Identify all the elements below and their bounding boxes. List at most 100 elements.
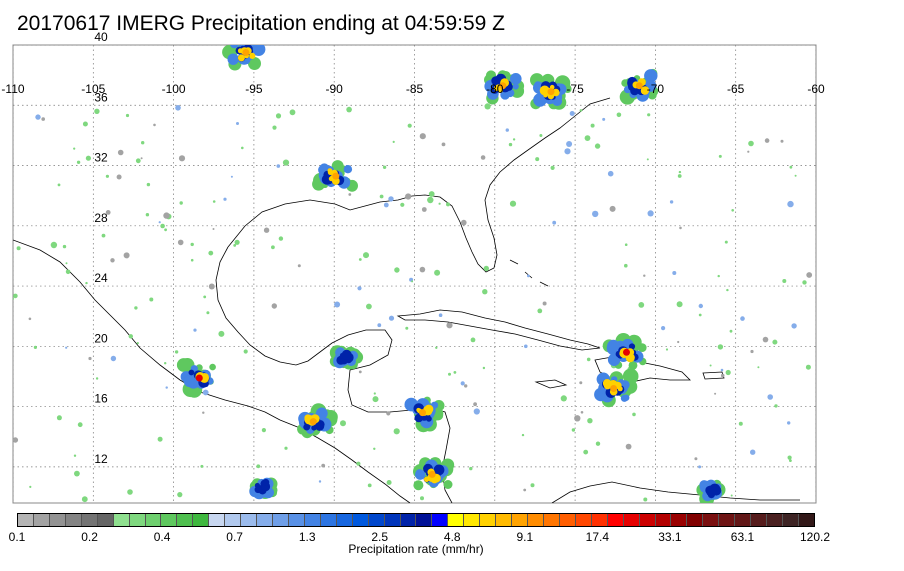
longitude-label: -80 xyxy=(486,82,504,96)
light-rain-cell xyxy=(372,396,379,403)
rain-intense xyxy=(304,414,312,422)
light-rain-cell xyxy=(340,420,346,427)
light-rain-cell xyxy=(386,480,392,485)
light-rain-cell xyxy=(411,280,414,283)
longitude-label: -95 xyxy=(245,82,263,96)
light-rain-cell xyxy=(762,336,769,343)
light-rain-cell xyxy=(202,411,205,414)
light-rain-cell xyxy=(271,303,277,309)
light-rain-cell xyxy=(13,293,18,299)
colorbar-tick-label: 0.4 xyxy=(153,530,171,544)
rain-moderate xyxy=(252,45,266,56)
light-rain-cell xyxy=(13,297,15,300)
rain-intense xyxy=(249,52,256,60)
latitude-label: 32 xyxy=(94,151,108,165)
longitude-label: -70 xyxy=(647,82,665,96)
light-rain-cell xyxy=(193,328,197,332)
light-rain-cell xyxy=(334,301,341,308)
light-rain-cell xyxy=(241,146,244,150)
light-rain-cell xyxy=(435,346,438,349)
light-rain-cell xyxy=(420,496,424,501)
light-rain-cell xyxy=(289,109,296,116)
nicaragua-storm-core xyxy=(428,470,436,478)
colorbar-segment xyxy=(543,514,560,526)
light-rain-cell xyxy=(787,421,791,425)
colorbar-segment xyxy=(798,514,814,526)
rain-moderate xyxy=(230,45,239,49)
colorbar-segment xyxy=(400,514,417,526)
colorbar-segment xyxy=(257,514,273,526)
rain-heavy xyxy=(262,478,270,486)
light-rain-cell xyxy=(805,364,811,370)
light-rain-cell xyxy=(731,209,734,212)
rain-moderate xyxy=(510,73,522,85)
light-rain-cell xyxy=(564,148,571,155)
longitude-label: -60 xyxy=(807,82,825,96)
light-rain-cell xyxy=(579,109,583,112)
rain-fringe xyxy=(226,36,234,44)
light-rain-cell xyxy=(164,362,167,365)
rain-heavy xyxy=(254,486,262,494)
colorbar-segment xyxy=(655,514,672,526)
light-rain-cell xyxy=(165,386,168,389)
light-rain-cell xyxy=(730,494,733,497)
light-rain-cell xyxy=(200,464,204,468)
light-rain-cell xyxy=(676,301,683,308)
light-rain-cell xyxy=(356,461,361,466)
rain-moderate xyxy=(415,469,424,477)
light-rain-cell xyxy=(718,154,722,158)
hispaniola-storm-core xyxy=(623,348,630,356)
light-rain-cell xyxy=(787,200,794,208)
light-rain-cell xyxy=(586,357,591,362)
colorbar-tick-label: 33.1 xyxy=(658,530,682,544)
light-rain-cell xyxy=(638,302,645,308)
light-rain-cell xyxy=(787,455,792,460)
light-rain-cell xyxy=(365,253,369,258)
light-rain-cell xyxy=(607,170,614,177)
light-rain-cell xyxy=(366,303,372,310)
light-rain-cell xyxy=(726,288,729,292)
rain-heavy xyxy=(628,343,636,350)
light-rain-cell xyxy=(441,142,446,147)
light-rain-cell xyxy=(594,143,601,149)
light-rain-cell xyxy=(212,228,215,230)
light-rain-cell xyxy=(698,303,703,309)
light-rain-cell xyxy=(672,271,677,275)
light-rain-cell xyxy=(407,123,412,128)
light-rain-cell xyxy=(679,226,682,230)
honduras-storm-core xyxy=(419,409,426,417)
light-rain-cell xyxy=(348,193,352,196)
colorbar-segment xyxy=(496,514,513,526)
rain-intense xyxy=(498,88,503,93)
light-rain-cell xyxy=(714,392,717,395)
rain-fringe xyxy=(258,45,263,46)
light-rain-cell xyxy=(321,463,326,468)
colorbar-segment xyxy=(480,514,497,526)
light-rain-cell xyxy=(539,134,543,137)
light-rain-cell xyxy=(583,449,589,455)
light-rain-cell xyxy=(105,210,111,215)
light-rain-cell xyxy=(174,350,179,354)
light-rain-cell xyxy=(438,313,443,318)
colorbar-segment xyxy=(18,514,34,526)
colorbar-segment xyxy=(81,514,98,526)
colorbar-segment xyxy=(97,514,114,526)
rain-heavy xyxy=(426,415,432,422)
rain-fringe xyxy=(209,363,216,371)
light-rain-cell xyxy=(164,228,168,232)
colorbar-segment xyxy=(432,514,449,526)
light-rain-cell xyxy=(434,269,441,276)
light-rain-cell xyxy=(438,202,441,205)
light-rain-cell xyxy=(388,196,394,202)
light-rain-cell xyxy=(508,142,513,147)
latitude-label: 20 xyxy=(94,331,108,345)
light-rain-cell xyxy=(542,301,547,306)
colorbar-segment xyxy=(512,514,528,526)
light-rain-cell xyxy=(484,103,491,110)
light-rain-cell xyxy=(725,369,731,376)
colorbar-segment xyxy=(352,514,369,526)
light-rain-cell xyxy=(694,457,698,461)
light-rain-cell xyxy=(446,322,453,329)
light-rain-cell xyxy=(28,317,32,321)
light-rain-cell xyxy=(110,258,115,263)
